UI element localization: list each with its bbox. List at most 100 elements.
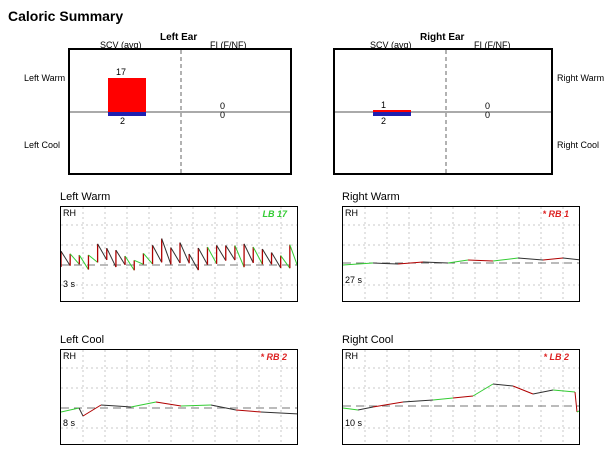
trace-slow-phase	[97, 243, 108, 261]
right-warm-duration: 27 s	[345, 275, 363, 285]
trace-slow-phase	[161, 238, 172, 265]
left-warm-badge: LB 17	[262, 209, 287, 219]
trace-slow-phase	[188, 253, 199, 271]
trace-segment	[260, 411, 297, 415]
trace-slow-phase	[225, 245, 236, 261]
trace-slow-phase	[271, 252, 282, 269]
trace-segment	[357, 406, 374, 411]
trace-segment	[422, 261, 449, 264]
right-cool-duration: 10 s	[345, 418, 363, 428]
trace-segment	[492, 257, 519, 262]
left-cool-trace-title: Left Cool	[60, 334, 105, 346]
trace-segment	[78, 407, 84, 417]
trace-segment	[82, 404, 102, 417]
trace-segment	[343, 407, 359, 411]
page-title: Caloric Summary	[8, 8, 124, 24]
trace-slow-phase	[216, 245, 227, 261]
trace-slow-phase	[124, 255, 135, 271]
trace-slow-phase	[207, 246, 218, 265]
trace-segment	[492, 383, 514, 387]
trace-segment	[372, 401, 404, 408]
right-ear-title: Right Ear	[420, 32, 465, 43]
trace-slow-phase	[134, 259, 144, 265]
trace-slow-phase	[179, 242, 190, 264]
left-warm-duration: 3 s	[63, 279, 76, 289]
right-cool-value: 2	[381, 116, 387, 126]
left-warm-trace-title: Left Warm	[60, 191, 111, 203]
left-cool-duration: 8 s	[63, 418, 76, 428]
right-warm-trace-title: Right Warm	[342, 191, 400, 203]
left-warm-trace-svg	[61, 207, 297, 301]
left-warm-channel: RH	[63, 208, 76, 218]
right-cool-trace-title: Right Cool	[342, 334, 394, 346]
trace-segment	[562, 257, 579, 261]
right-warm-trace-svg	[343, 207, 579, 301]
left-cool-badge: * RB 2	[260, 352, 287, 362]
right-warm-side-label: Right Warm	[557, 73, 605, 83]
left-cool-trace-svg	[61, 350, 297, 444]
right-warm-channel: RH	[345, 208, 358, 218]
left-warm-bar	[108, 78, 146, 112]
right-scv-label: SCV (avg)	[370, 40, 412, 50]
right-ear-summary-svg	[335, 50, 551, 173]
trace-segment	[372, 262, 399, 265]
right-warm-bar	[373, 110, 411, 112]
right-warm-badge: * RB 1	[542, 209, 569, 219]
left-fi-warm-value: 0	[220, 101, 226, 111]
trace-slow-phase	[261, 248, 272, 265]
trace-segment	[532, 389, 554, 395]
left-cool-bar	[108, 112, 146, 116]
trace-slow-phase	[243, 243, 254, 264]
trace-slow-phase	[143, 252, 153, 265]
right-cool-badge: * LB 2	[543, 352, 569, 362]
left-warm-trace: RH LB 17 3 s	[60, 206, 298, 302]
trace-slow-phase	[289, 244, 297, 267]
trace-segment	[574, 391, 578, 413]
trace-segment	[130, 401, 157, 408]
trace-slow-phase	[152, 245, 163, 263]
left-fi-label: FI (F/NF)	[210, 40, 247, 50]
right-fi-cool-value: 0	[485, 110, 491, 120]
left-warm-value: 17	[116, 67, 127, 77]
right-cool-trace: RH * LB 2 10 s	[342, 349, 580, 445]
trace-segment	[343, 262, 374, 266]
trace-slow-phase	[170, 247, 181, 264]
trace-slow-phase	[78, 254, 89, 270]
trace-segment	[100, 404, 132, 408]
trace-segment	[155, 401, 182, 407]
right-cool-channel: RH	[345, 351, 358, 361]
trace-segment	[517, 257, 544, 261]
trace-slow-phase	[69, 253, 80, 265]
left-warm-side-label: Left Warm	[24, 73, 66, 83]
trace-segment	[452, 395, 474, 399]
trace-slow-phase	[280, 255, 291, 269]
trace-slow-phase	[252, 246, 263, 265]
trace-segment	[432, 397, 454, 401]
trace-slow-phase	[115, 249, 126, 266]
left-scv-label: SCV (avg)	[100, 40, 142, 50]
trace-segment	[447, 259, 469, 264]
right-ear-summary-box: 1 2 0 0	[333, 48, 553, 175]
trace-segment	[576, 410, 579, 413]
trace-slow-phase	[61, 250, 71, 266]
right-fi-warm-value: 0	[485, 101, 491, 111]
right-warm-value: 1	[381, 100, 387, 110]
left-cool-side-label: Left Cool	[24, 140, 61, 150]
trace-slow-phase	[234, 245, 245, 268]
left-ear-title: Left Ear	[160, 32, 198, 43]
left-cool-value: 2	[120, 116, 126, 126]
right-cool-side-label: Right Cool	[557, 140, 600, 150]
right-cool-bar	[373, 112, 411, 116]
trace-segment	[61, 407, 80, 413]
trace-segment	[512, 385, 534, 395]
trace-slow-phase	[197, 247, 208, 265]
trace-segment	[402, 399, 434, 403]
left-fi-cool-value: 0	[220, 110, 226, 120]
left-cool-channel: RH	[63, 351, 76, 361]
right-warm-trace: RH * RB 1 27 s	[342, 206, 580, 302]
trace-segment	[397, 261, 424, 265]
right-fi-label: FI (F/NF)	[474, 40, 511, 50]
trace-slow-phase	[88, 254, 98, 263]
right-cool-trace-svg	[343, 350, 579, 444]
left-ear-summary-box: 17 2 0 0	[68, 48, 292, 175]
